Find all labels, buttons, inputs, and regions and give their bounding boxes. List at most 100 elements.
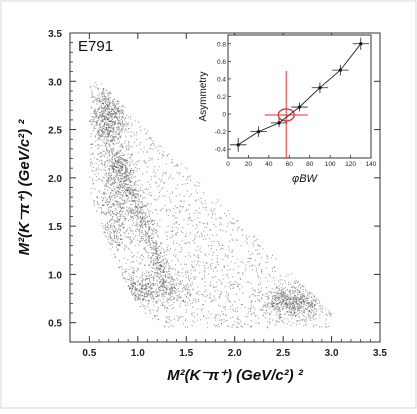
data-point [236, 239, 238, 241]
data-point [113, 159, 115, 161]
data-point [147, 283, 149, 285]
data-point [299, 298, 301, 300]
data-point [176, 164, 178, 166]
data-point [92, 180, 94, 182]
data-point [133, 293, 135, 295]
data-point [98, 107, 100, 109]
data-point [286, 307, 288, 309]
data-point [131, 146, 133, 148]
data-point [286, 311, 288, 313]
data-point [151, 266, 153, 268]
data-point [175, 256, 177, 258]
data-point [285, 304, 287, 306]
data-point [107, 118, 109, 120]
data-point [310, 306, 312, 308]
data-point [310, 303, 312, 305]
data-point [134, 282, 136, 284]
data-point [125, 189, 127, 191]
data-point [195, 227, 197, 229]
data-point [93, 110, 95, 112]
data-point [295, 290, 297, 292]
data-point [188, 291, 190, 293]
data-point [194, 239, 196, 241]
data-point [117, 103, 119, 105]
data-point [103, 211, 105, 213]
data-point [282, 305, 284, 307]
data-point [302, 318, 304, 320]
data-point [154, 249, 156, 251]
data-point [119, 245, 121, 247]
data-point [284, 296, 286, 298]
data-point [160, 264, 162, 266]
data-point [118, 160, 120, 162]
data-point [114, 104, 116, 106]
data-point [238, 272, 240, 274]
data-point [107, 165, 109, 167]
data-point [276, 304, 278, 306]
data-point [166, 310, 168, 312]
data-point [303, 320, 305, 322]
data-point [120, 234, 122, 236]
data-point [197, 231, 199, 233]
data-point [212, 262, 214, 264]
data-point [112, 183, 114, 185]
data-point [164, 257, 166, 259]
data-point [118, 121, 120, 123]
data-point [168, 293, 170, 295]
data-point [118, 126, 120, 128]
data-point [211, 217, 213, 219]
data-point [158, 185, 160, 187]
data-point [150, 243, 152, 245]
data-point [123, 257, 125, 259]
data-point [256, 238, 258, 240]
data-point [132, 170, 134, 172]
data-point [191, 314, 193, 316]
data-point [290, 302, 292, 304]
data-point [104, 138, 106, 140]
data-point [121, 169, 123, 171]
data-point [164, 262, 166, 264]
data-point [144, 230, 146, 232]
data-point [111, 112, 113, 114]
data-point [284, 313, 286, 315]
data-point [154, 284, 156, 286]
data-point [118, 228, 120, 230]
data-point [104, 163, 106, 165]
data-point [197, 260, 199, 262]
data-point [120, 185, 122, 187]
data-point [135, 294, 137, 296]
data-point [178, 297, 180, 299]
data-point [124, 203, 126, 205]
data-point [107, 179, 109, 181]
data-point [295, 296, 297, 298]
data-point [92, 129, 94, 131]
data-point [293, 293, 295, 295]
data-point [138, 197, 140, 199]
data-point [105, 113, 107, 115]
data-point [189, 217, 191, 219]
data-point [108, 133, 110, 135]
data-point [271, 303, 273, 305]
data-point [134, 225, 136, 227]
data-point [103, 109, 105, 111]
data-point [109, 219, 111, 221]
data-point [285, 294, 287, 296]
data-point [282, 296, 284, 298]
data-point [107, 104, 109, 106]
data-point [159, 290, 161, 292]
data-point [163, 292, 165, 294]
data-point [157, 225, 159, 227]
data-point [237, 286, 239, 288]
data-point [121, 167, 123, 169]
data-point [190, 269, 192, 271]
data-point [310, 304, 312, 306]
data-point [162, 283, 164, 285]
data-point [299, 312, 301, 314]
data-point [119, 110, 121, 112]
data-point [156, 267, 158, 269]
data-point [119, 130, 121, 132]
data-point [115, 176, 117, 178]
data-point [114, 234, 116, 236]
data-point [141, 229, 143, 231]
data-point [230, 306, 232, 308]
